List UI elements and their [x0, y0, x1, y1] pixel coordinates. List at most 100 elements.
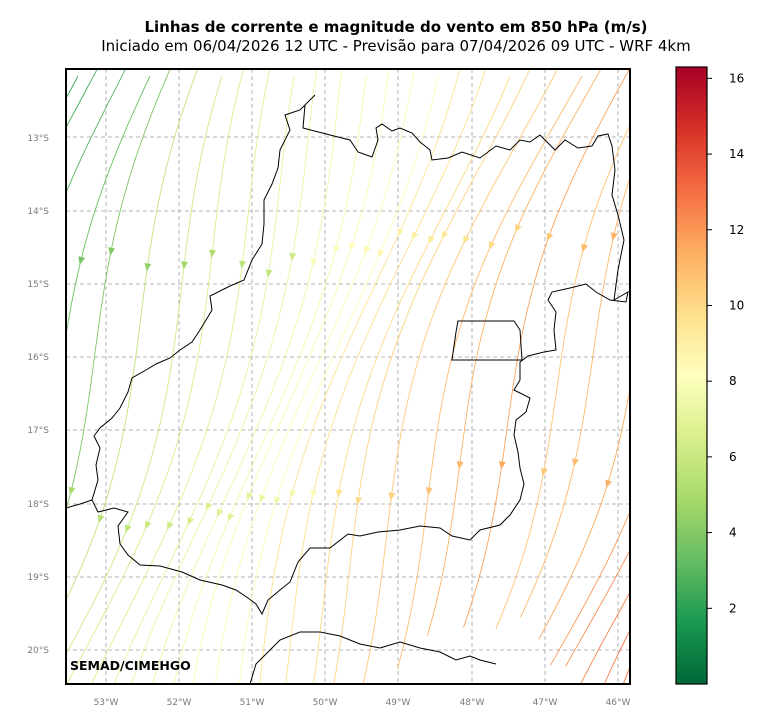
- streamline-arrow: [205, 502, 213, 511]
- streamline-arrow: [540, 468, 548, 477]
- streamline-arrow: [428, 235, 435, 245]
- lon-label: 49°W: [386, 698, 411, 708]
- lat-label: 19°S: [27, 573, 49, 583]
- streamline-arrow: [265, 269, 273, 278]
- streamlines: [0, 60, 748, 684]
- latitude-labels: 13°S 14°S 15°S 16°S 17°S 18°S 19°S 20°S: [27, 134, 49, 656]
- colorbar-tick-label: 14: [729, 147, 744, 161]
- streamline: [538, 385, 630, 640]
- streamline-arrow: [364, 245, 371, 255]
- colorbar-tick-label: 8: [729, 374, 737, 388]
- streamline: [313, 75, 511, 684]
- streamline-arrow: [68, 486, 76, 496]
- streamline-arrow: [167, 521, 174, 530]
- state-borders: [66, 94, 629, 684]
- streamline-arrow: [145, 520, 152, 530]
- streamline: [362, 69, 558, 684]
- streamline: [66, 75, 151, 338]
- streamline-arrow: [498, 461, 506, 470]
- longitude-labels: 53°W 52°W 51°W 50°W 49°W 48°W 47°W 46°W: [94, 698, 631, 708]
- colorbar-tick-label: 4: [729, 526, 737, 540]
- streamline: [580, 591, 630, 684]
- map-frame: [65, 68, 631, 685]
- streamline-arrow: [710, 254, 718, 263]
- streamline: [173, 75, 367, 684]
- streamline-arrow: [388, 492, 396, 501]
- streamline-arrow: [610, 232, 618, 241]
- streamline-arrow: [463, 235, 470, 245]
- streamline-arrow: [740, 269, 748, 278]
- streamline-arrow: [546, 232, 554, 242]
- lon-label: 51°W: [240, 698, 265, 708]
- streamline: [90, 69, 271, 684]
- streamline-arrow: [289, 489, 297, 499]
- streamline: [0, 60, 30, 656]
- streamline: [285, 69, 487, 684]
- chart-subtitle: Iniciado em 06/04/2026 12 UTC - Previsão…: [101, 37, 691, 55]
- streamline: [66, 69, 171, 512]
- streamline-arrow: [515, 223, 522, 233]
- goias-border: [91, 94, 629, 616]
- streamline: [214, 69, 415, 684]
- streamline-arrow: [572, 458, 579, 467]
- streamline-arrow: [605, 479, 612, 489]
- streamline: [238, 75, 439, 684]
- streamline-arrow: [397, 227, 405, 237]
- streamline-arrow: [209, 249, 217, 258]
- federal-district-border: [451, 320, 523, 361]
- colorbar-tick-label: 16: [729, 71, 744, 85]
- lon-label: 48°W: [460, 698, 485, 708]
- streamline-arrow: [227, 512, 235, 522]
- streamline-arrow: [411, 231, 419, 241]
- streamline: [495, 123, 630, 630]
- streamline-arrow: [441, 230, 449, 240]
- streamline-arrow: [259, 494, 266, 503]
- lat-label: 16°S: [27, 353, 49, 363]
- streamline-arrow: [488, 240, 496, 250]
- streamline-arrow: [41, 242, 50, 252]
- lat-label: 17°S: [27, 426, 49, 436]
- streamline-arrow: [310, 489, 318, 499]
- streamline-arrow: [239, 260, 247, 269]
- streamline: [130, 69, 318, 684]
- streamline-arrow: [108, 247, 116, 256]
- map-panel: [0, 60, 748, 685]
- streamline-arrow: [349, 242, 356, 252]
- lon-label: 53°W: [94, 698, 119, 708]
- streamline-arrow: [274, 496, 281, 505]
- gridlines: [66, 69, 630, 684]
- streamline-arrow: [658, 526, 668, 536]
- streamline-arrow: [216, 508, 224, 518]
- streamline: [550, 510, 630, 666]
- lon-label: 47°W: [533, 698, 558, 708]
- streamline: [152, 69, 343, 684]
- streamline-arrow: [335, 489, 343, 498]
- streamline: [259, 69, 461, 684]
- colorbar-ticks: 2 4 6 8 10 12 14 16: [707, 71, 744, 615]
- streamline-arrow: [355, 496, 363, 506]
- streamline-arrow: [181, 261, 189, 270]
- streamline-arrow: [333, 245, 341, 254]
- streamline-arrow: [645, 504, 655, 514]
- streamline-arrow: [8, 229, 18, 239]
- streamline-arrow: [581, 243, 588, 253]
- streamline-arrow: [246, 491, 254, 501]
- streamline: [66, 75, 223, 655]
- colorbar-tick-label: 12: [729, 223, 744, 237]
- western-coast-border: [66, 499, 93, 509]
- lon-label: 46°W: [606, 698, 631, 708]
- chart-title: Linhas de corrente e magnitude do vento …: [144, 18, 648, 36]
- streamline-arrow: [125, 524, 132, 533]
- streamline-arrow: [78, 256, 86, 265]
- streamline: [66, 69, 127, 194]
- lat-label: 18°S: [27, 500, 49, 510]
- lon-label: 50°W: [313, 698, 338, 708]
- colorbar: 2 4 6 8 10 12 14 16: [675, 66, 744, 685]
- streamline-arrow: [456, 461, 464, 470]
- streamline-arrow: [97, 514, 105, 524]
- streamline: [463, 69, 630, 628]
- streamline-arrow: [187, 516, 195, 526]
- streamline-arrow: [37, 488, 45, 497]
- colorbar-tick-label: 6: [729, 450, 737, 464]
